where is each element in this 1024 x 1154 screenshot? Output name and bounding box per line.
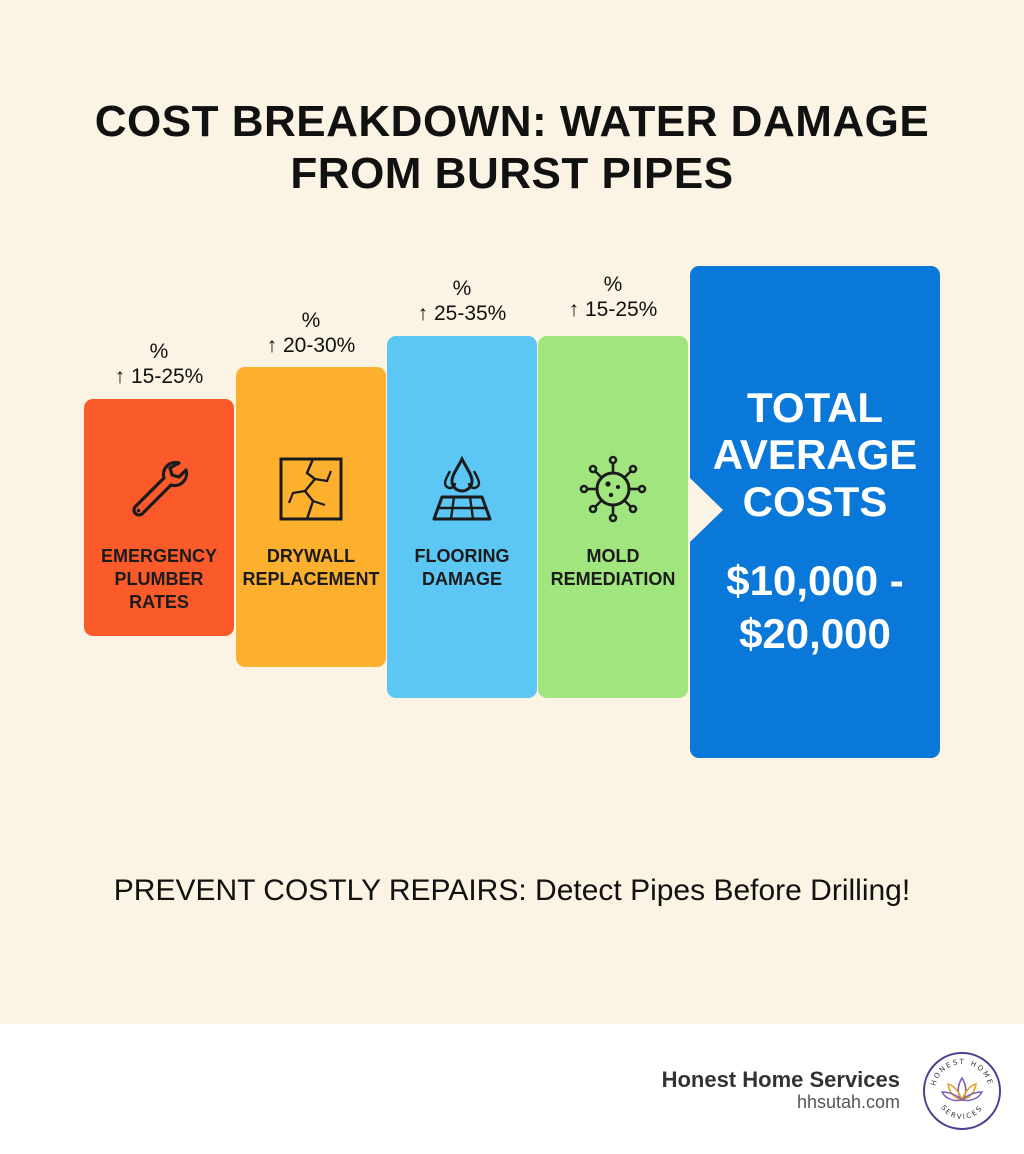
emergency-plumber-label: EMERGENCY PLUMBER RATES — [100, 546, 217, 612]
water-drop-floor-icon — [432, 455, 492, 521]
emergency-percent-range: ↑ 15-25% — [114, 365, 204, 388]
brand-name: Honest Home Services — [661, 1067, 900, 1092]
mold-percent: % ↑ 15-25% — [538, 272, 688, 322]
infographic-title: COST BREAKDOWN: WATER DAMAGE FROM BURST … — [94, 97, 930, 198]
drywall-percent-range: ↑ 20-30% — [266, 334, 356, 357]
emergency-percent: % ↑ 15-25% — [84, 339, 234, 389]
drywall-percent: % ↑ 20-30% — [236, 308, 386, 358]
mold-percent-range: ↑ 15-25% — [568, 298, 658, 321]
emergency-plumber-block: EMERGENCY PLUMBER RATES — [84, 399, 234, 636]
mold-percent-symbol: % — [603, 273, 623, 296]
total-costs-shape — [690, 266, 940, 758]
total-costs-block: TOTAL AVERAGE COSTS $10,000 - $20,000 — [690, 266, 940, 758]
tagline: PREVENT COSTLY REPAIRS: Detect Pipes Bef… — [113, 874, 911, 907]
mold-remediation-label: MOLD REMEDIATION — [550, 546, 676, 589]
brand-url: hhsutah.com — [796, 1092, 900, 1112]
drywall-percent-symbol: % — [301, 309, 321, 332]
cracked-wall-icon — [279, 457, 343, 521]
drywall-replacement-block: DRYWALL REPLACEMENT — [236, 367, 386, 667]
brand-logo: HONEST HOME SERVICES — [923, 1052, 1001, 1130]
flooring-percent: % ↑ 25-35% — [387, 276, 537, 326]
wrench-icon — [132, 460, 189, 517]
flooring-percent-symbol: % — [452, 277, 472, 300]
flooring-percent-range: ↑ 25-35% — [417, 302, 507, 325]
mold-spore-icon — [579, 455, 647, 523]
emergency-percent-symbol: % — [149, 340, 169, 363]
flooring-damage-block: FLOORING DAMAGE — [387, 336, 537, 698]
flooring-damage-label: FLOORING DAMAGE — [414, 546, 510, 589]
drywall-replacement-label: DRYWALL REPLACEMENT — [242, 546, 380, 589]
total-costs-value: $10,000 - $20,000 — [726, 557, 904, 657]
total-costs-heading: TOTAL AVERAGE COSTS — [712, 384, 918, 525]
footer — [0, 1024, 1024, 1154]
mold-remediation-block: MOLD REMEDIATION — [538, 336, 688, 698]
lotus-icon — [940, 1076, 984, 1102]
infographic-canvas: COST BREAKDOWN: WATER DAMAGE FROM BURST … — [0, 0, 1024, 1024]
